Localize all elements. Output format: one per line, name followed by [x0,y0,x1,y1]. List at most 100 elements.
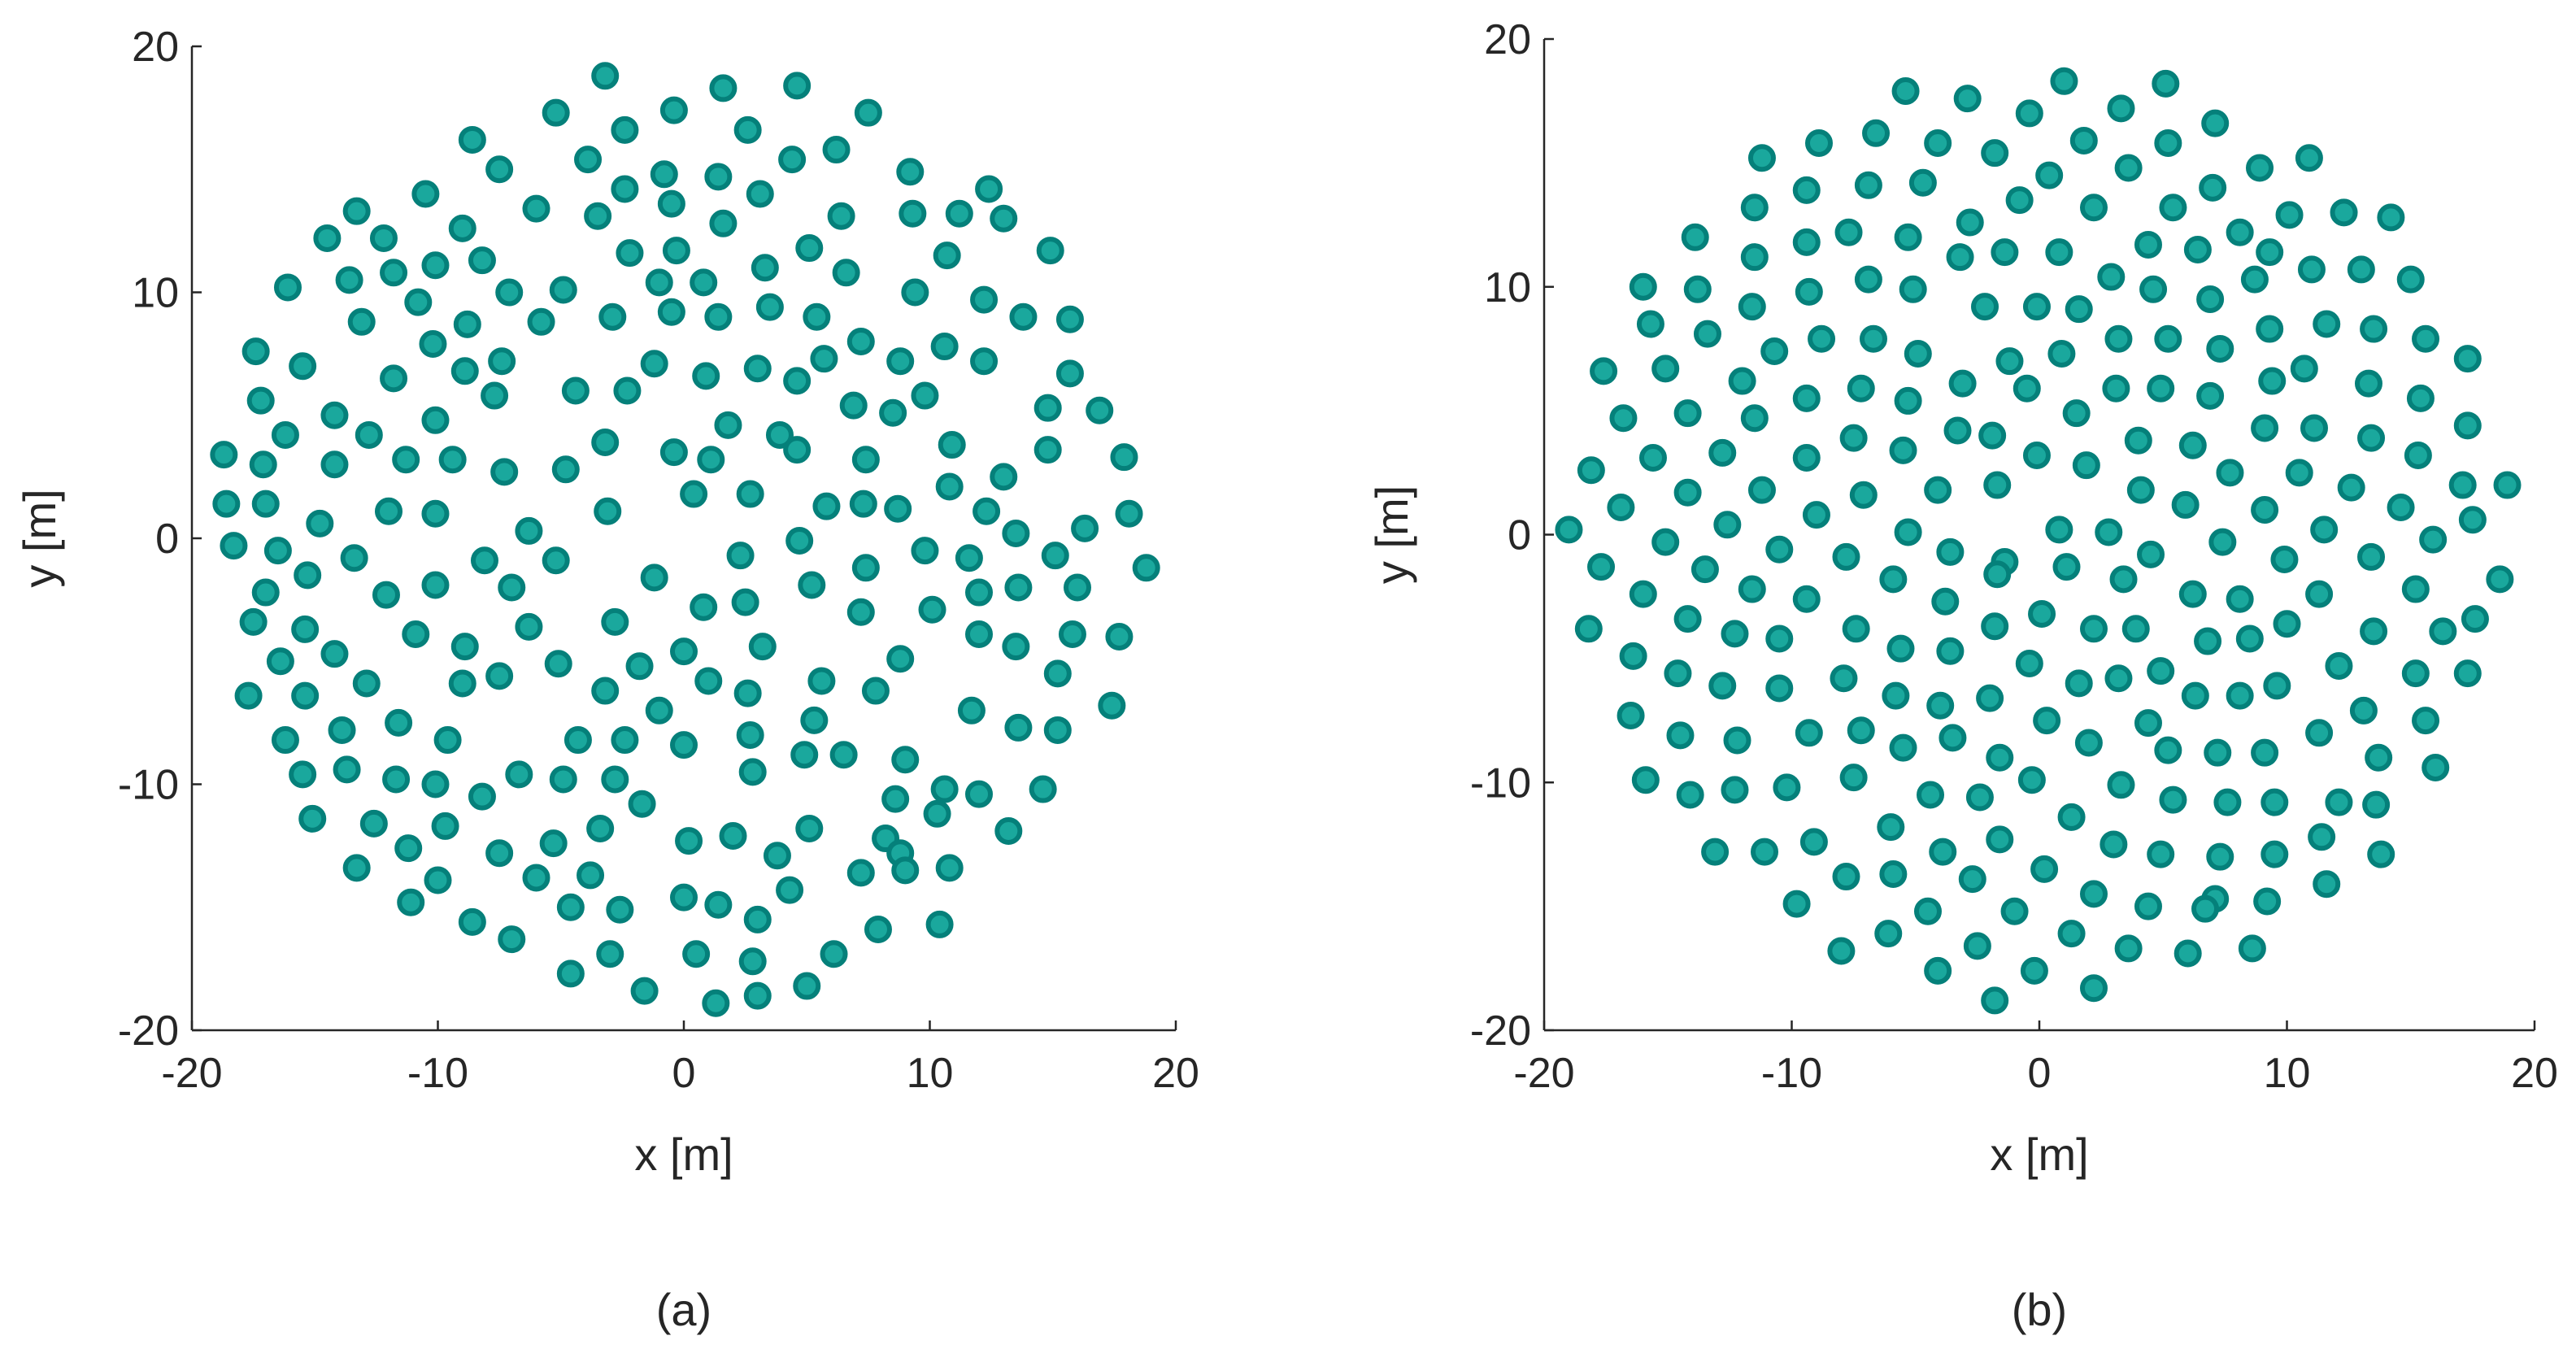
x-tick-label: -20 [1513,1050,1574,1097]
scatter-point [421,251,450,280]
scatter-point [2251,496,2279,524]
scatter-point [1587,553,1616,581]
scatter-point [2246,154,2274,182]
scatter-point [453,310,481,338]
scatter-point [2313,310,2341,338]
scatter-point [1965,783,1994,812]
y-tick-label: 10 [132,270,179,317]
scatter-point [935,854,964,882]
scatter-point [594,497,622,525]
scatter-point [751,254,779,282]
scatter-point [2107,771,2135,799]
scatter-point [1765,624,1794,653]
scatter-point [670,637,698,666]
scatter-point [670,731,698,759]
scatter-point [851,554,880,582]
scatter-point [1105,623,1134,651]
scatter-point [2147,840,2175,868]
scatter-point [994,816,1023,845]
scatter-point [234,681,263,710]
scatter-point [411,180,440,208]
scatter-point [990,463,1018,491]
scatter-point [2308,823,2336,851]
scatter-point [2045,516,2073,544]
scatter-point [2253,887,2282,916]
scatter-point [1830,664,1858,693]
scatter-point [657,189,685,218]
scatter-point [1799,828,1828,856]
scatter-point [2310,516,2339,544]
scatter-point [736,721,764,749]
scatter-point [1924,128,1952,157]
scatter-point [965,780,993,808]
scatter-point [1747,144,1776,172]
scatter-point [896,158,925,186]
scatter-point [1738,575,1766,603]
scatter-point [719,822,747,851]
scatter-point [2183,236,2212,264]
scatter-point [829,741,858,769]
scatter-point [2012,374,2041,403]
scatter-point [2052,553,2081,581]
scatter-point [1842,615,1870,643]
scatter-point [1673,399,1702,428]
scatter-point [1986,743,2014,772]
scatter-point [2263,672,2291,700]
scatter-point [736,480,764,508]
scatter-point [2050,67,2078,95]
scatter-point [662,237,690,265]
scatter-point [973,497,1001,525]
scatter-point [1638,444,1667,472]
scatter-point [911,537,939,565]
scatter-point [2493,471,2522,499]
scatter-point [1071,514,1099,542]
scatter-point [763,842,791,870]
scatter-point [402,620,430,648]
scatter-point [542,546,570,575]
scatter-point [2261,840,2289,868]
scatter-point [421,571,450,599]
scatter-point [2300,414,2328,442]
scatter-point [369,224,398,252]
scatter-point [803,302,831,331]
scatter-point [733,679,762,707]
scatter-point [424,866,452,894]
scatter-point [2354,369,2382,398]
scatter-point [320,640,349,668]
scatter-point [313,224,342,252]
scatter-point [938,431,966,459]
scatter-point [709,209,738,237]
scatter-point [1849,481,1878,509]
scatter-point [2015,649,2043,677]
scatter-point [1963,932,1991,960]
scatter-point [1976,684,2004,712]
scatter-point [2015,99,2043,128]
scatter-point [397,888,425,916]
scatter-point [795,234,824,263]
scatter-point [2022,293,2051,321]
scatter-point [273,273,302,302]
scatter-point [616,239,644,268]
scatter-point [2154,128,2182,157]
scatter-point [1651,355,1680,383]
scatter-point [1995,347,2024,376]
scatter-point [2178,580,2207,608]
scatter-point [251,578,280,607]
scatter-point [2273,610,2301,638]
scatter-point [891,746,920,774]
scatter-point [1721,620,1749,648]
scatter-point [2486,565,2514,594]
scatter-point [935,472,964,501]
scatter-point [2453,411,2482,440]
scatter-point [450,357,479,385]
scatter-point [1577,456,1605,485]
scatter-point [884,494,912,523]
scatter-point [628,790,656,818]
scatter-point [1619,642,1647,670]
scatter-point [584,202,612,230]
scatter-point [2261,788,2289,816]
scatter-point [320,401,349,429]
scatter-point [955,544,983,572]
scatter-point [591,677,620,705]
